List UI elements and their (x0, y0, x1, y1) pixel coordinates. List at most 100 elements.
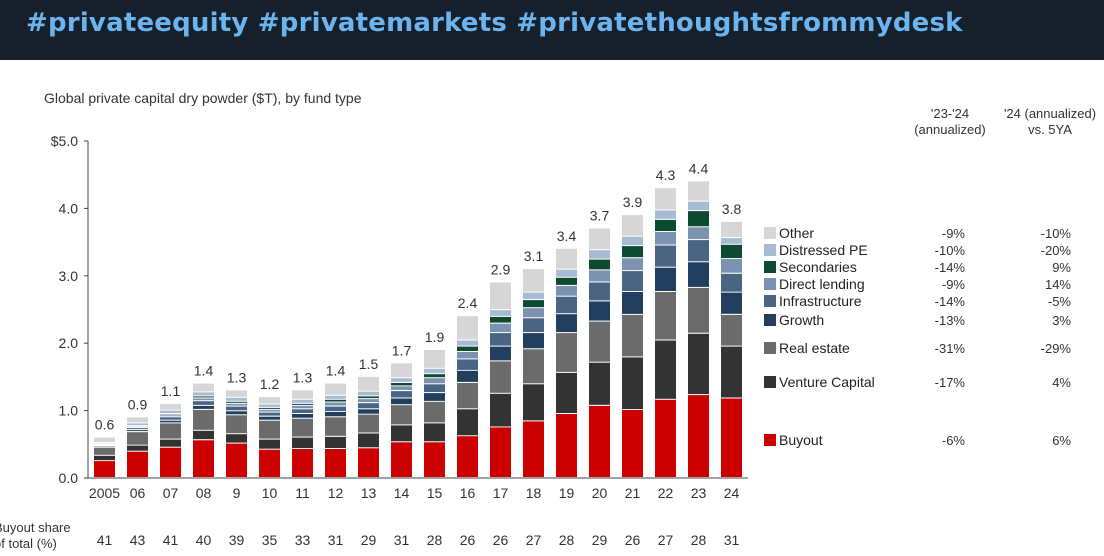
bar-direct-lending (655, 232, 676, 245)
bar-secondaries (721, 244, 742, 258)
bar-infrastructure (457, 359, 478, 370)
y-tick-label: 4.0 (59, 200, 79, 216)
bar-real-estate (688, 287, 709, 333)
bar-total-label: 3.1 (524, 248, 544, 264)
bar-venture-capital (589, 362, 610, 405)
buyout-share-value: 27 (658, 532, 674, 548)
bar-infrastructure (523, 318, 544, 333)
legend-swatch (764, 261, 776, 273)
bar-real-estate (490, 361, 511, 393)
bar-secondaries (325, 399, 346, 402)
bar-buyout (391, 442, 412, 477)
bar-other (721, 221, 742, 238)
bar-other (655, 188, 676, 210)
bar-other (94, 437, 115, 442)
buyout-share-label: Buyout share of total (%) (0, 520, 71, 551)
y-tick-label: 0.0 (59, 470, 79, 486)
bar-direct-lending (160, 415, 181, 417)
bar-direct-lending (523, 308, 544, 318)
bar-venture-capital (556, 372, 577, 413)
buyout-share-value: 43 (130, 532, 146, 548)
x-tick-label: 16 (460, 485, 476, 501)
x-tick-label: 12 (328, 485, 344, 501)
change-vs-5ya-value: 3% (1052, 313, 1071, 328)
bar-distressed-pe (721, 238, 742, 244)
bar-distressed-pe (556, 269, 577, 277)
bar-direct-lending (721, 258, 742, 273)
bar-total-label: 4.3 (656, 167, 676, 183)
legend-label: Real estate (779, 340, 850, 356)
bar-venture-capital (193, 430, 214, 440)
buyout-share-value: 28 (559, 532, 575, 548)
bar-secondaries (358, 396, 379, 399)
bar-infrastructure (193, 401, 214, 405)
bar-growth (193, 405, 214, 409)
bar-real-estate (325, 417, 346, 436)
buyout-share-value: 40 (196, 532, 212, 548)
y-tick-label: 3.0 (59, 268, 79, 284)
bar-buyout (457, 436, 478, 477)
bar-venture-capital (523, 384, 544, 421)
bar-secondaries (622, 246, 643, 258)
legend-label: Growth (779, 312, 824, 328)
bar-total-label: 1.5 (359, 356, 379, 372)
bar-growth (490, 346, 511, 361)
buyout-share-value: 41 (163, 532, 179, 548)
bar-real-estate (589, 321, 610, 362)
buyout-share-value: 29 (592, 532, 608, 548)
bar-secondaries (226, 401, 247, 403)
bar-secondaries (424, 374, 445, 378)
change-23-24-value: -17% (935, 375, 966, 390)
bar-growth (160, 420, 181, 423)
legend-label: Infrastructure (779, 293, 862, 309)
bar-secondaries (391, 383, 412, 386)
bar-distressed-pe (622, 236, 643, 246)
bar-total-label: 4.4 (689, 160, 709, 176)
buyout-share-value: 33 (295, 532, 311, 548)
bar-other (292, 390, 313, 399)
x-tick-label: 10 (262, 485, 278, 501)
bar-direct-lending (622, 258, 643, 271)
bar-buyout (523, 421, 544, 477)
legend-swatch (764, 434, 776, 446)
bar-direct-lending (424, 378, 445, 384)
bar-growth (721, 292, 742, 314)
buyout-share-value: 26 (460, 532, 476, 548)
bar-total-label: 1.3 (227, 369, 247, 385)
bar-venture-capital (391, 425, 412, 442)
x-tick-label: 19 (559, 485, 575, 501)
buyout-share-value: 28 (427, 532, 443, 548)
change-23-24-value: -9% (942, 226, 966, 241)
buyout-share-value: 35 (262, 532, 278, 548)
bar-total-label: 2.4 (458, 295, 478, 311)
bar-buyout (292, 449, 313, 477)
bar-other (127, 417, 148, 423)
bar-total-label: 1.3 (293, 369, 313, 385)
bar-real-estate (457, 383, 478, 409)
x-tick-label: 13 (361, 485, 377, 501)
bar-other (226, 390, 247, 397)
bar-direct-lending (193, 398, 214, 401)
bar-infrastructure (655, 245, 676, 267)
bar-venture-capital (127, 445, 148, 451)
x-tick-label: 17 (493, 485, 509, 501)
bar-direct-lending (292, 405, 313, 409)
bar-distressed-pe (127, 423, 148, 426)
bar-buyout (325, 449, 346, 477)
bar-total-label: 2.9 (491, 262, 511, 278)
change-vs-5ya-value: 6% (1052, 433, 1071, 448)
header-bar: #privateequity #privatemarkets #privatet… (0, 0, 1104, 60)
bar-buyout (160, 447, 181, 477)
change-23-24-value: -14% (935, 260, 966, 275)
bar-distressed-pe (688, 201, 709, 211)
x-tick-label: 23 (691, 485, 707, 501)
bar-growth (292, 414, 313, 418)
hashtags-text[interactable]: #privateequity #privatemarkets #privatet… (26, 8, 963, 38)
bar-buyout (127, 451, 148, 477)
bar-real-estate (160, 423, 181, 439)
buyout-share-value: 39 (229, 532, 245, 548)
change-header-vs-5ya: '24 (annualized) vs. 5YA (1003, 106, 1097, 137)
bar-total-label: 1.2 (260, 376, 280, 392)
change-23-24-value: -6% (942, 433, 966, 448)
bar-distressed-pe (226, 397, 247, 401)
